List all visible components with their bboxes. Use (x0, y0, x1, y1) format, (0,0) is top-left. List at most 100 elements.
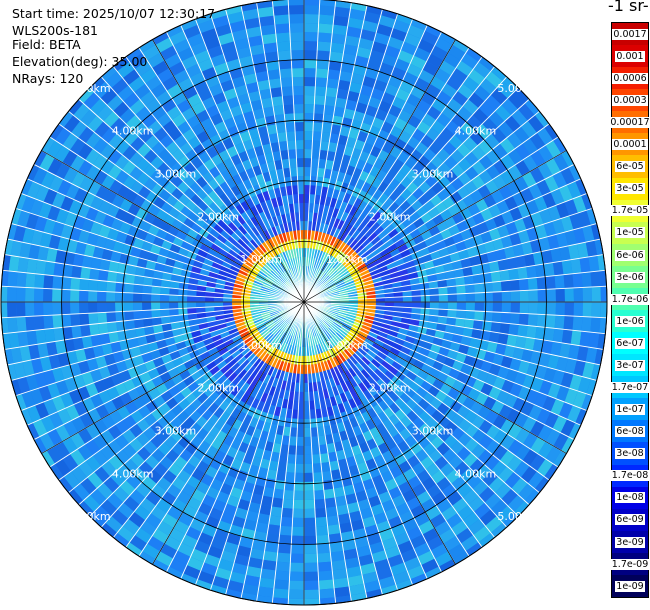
ppi-cell (37, 342, 49, 359)
ppi-cell (355, 490, 368, 502)
ppi-cell (354, 350, 365, 360)
ppi-cell (265, 333, 274, 343)
ppi-cell (129, 489, 146, 505)
ppi-cell (573, 302, 583, 317)
ppi-cell (553, 432, 569, 451)
ppi-cell (388, 413, 401, 426)
ppi-cell (19, 242, 32, 259)
ppi-cell (467, 387, 481, 401)
ppi-cell (528, 404, 543, 421)
ppi-cell (199, 351, 211, 361)
ppi-cell (161, 323, 172, 332)
ppi-cell (474, 310, 484, 321)
ppi-cell (149, 349, 162, 361)
ppi-cell (242, 453, 254, 465)
ppi-cell (259, 309, 270, 314)
ppi-cell (466, 473, 483, 490)
ppi-cell (269, 289, 279, 294)
ppi-cell (369, 346, 380, 355)
colorbar-unit-title: -1 sr- (608, 0, 649, 15)
ppi-cell (110, 372, 124, 387)
ppi-cell (25, 287, 35, 302)
ppi-cell (25, 374, 39, 391)
ppi-cell (483, 282, 493, 293)
ppi-cell (272, 588, 289, 599)
ppi-cell (353, 385, 363, 396)
ppi-cell (333, 345, 342, 355)
ppi-cell (97, 291, 107, 302)
ppi-cell (266, 432, 276, 443)
ppi-cell (344, 335, 353, 345)
ppi-cell (317, 32, 333, 43)
ppi-cell (61, 289, 71, 302)
ppi-cell (28, 344, 40, 361)
ppi-cell (335, 354, 344, 365)
ppi-cell (55, 208, 69, 225)
nrays-label: NRays: 120 (12, 71, 84, 86)
ppi-cell (544, 463, 559, 481)
ppi-cell (356, 333, 367, 342)
ppi-cell (281, 322, 289, 332)
ppi-cell (205, 306, 215, 313)
ppi-cell (283, 313, 291, 321)
ppi-cell (189, 518, 206, 533)
ppi-cell (116, 464, 133, 481)
ppi-cell (271, 314, 281, 320)
ppi-cell (336, 384, 345, 395)
ppi-cell (130, 346, 142, 358)
ppi-cell (366, 302, 376, 306)
ppi-cell (327, 451, 338, 463)
ppi-cell (369, 541, 385, 555)
ppi-cell (219, 482, 234, 496)
ppi-cell (366, 375, 377, 386)
ppi-cell (358, 554, 374, 567)
ppi-cell (446, 317, 457, 326)
ppi-cell (298, 400, 304, 410)
ppi-cell (25, 302, 35, 317)
ppi-cell (211, 261, 222, 270)
ppi-cell (289, 571, 304, 581)
ppi-cell (270, 87, 283, 98)
ppi-cell (212, 575, 230, 589)
ppi-cell (57, 408, 72, 425)
ppi-cell (312, 463, 322, 473)
ppi-cell (526, 265, 537, 279)
ppi-cell (100, 429, 115, 445)
ppi-cell (205, 291, 215, 298)
ppi-cell (333, 441, 344, 452)
ppi-cell (278, 351, 285, 361)
ppi-cell (202, 420, 215, 434)
ppi-cell (199, 381, 211, 393)
ppi-cell (151, 286, 161, 295)
ppi-cell (329, 51, 344, 62)
ppi-cell (142, 293, 152, 302)
colorbar-tick-label: 0.0017 (612, 28, 648, 40)
ppi-cell (304, 23, 319, 33)
ppi-cell (387, 515, 403, 529)
ppi-cell (233, 338, 244, 347)
ppi-cell (545, 275, 556, 290)
ppi-cell (287, 315, 294, 324)
ppi-cell (377, 411, 389, 423)
ppi-cell (234, 318, 245, 325)
ppi-cell (255, 475, 267, 487)
ppi-cell (564, 358, 577, 375)
ppi-cell (126, 328, 137, 340)
ppi-cell (441, 505, 458, 521)
ppi-cell (143, 440, 158, 455)
ppi-cell (111, 395, 125, 410)
ppi-cell (377, 331, 389, 339)
ppi-cell (315, 344, 321, 355)
ppi-cell (7, 270, 18, 287)
ppi-cell (49, 463, 64, 481)
ppi-cell (377, 462, 390, 475)
ppi-cell (263, 318, 273, 325)
ppi-cell (223, 503, 238, 516)
range-label: 1.00km (240, 339, 282, 352)
ppi-cell (107, 424, 122, 440)
ppi-cell (329, 326, 338, 334)
ppi-cell (70, 277, 81, 291)
ppi-cell (151, 483, 167, 499)
ppi-cell (220, 364, 231, 375)
ppi-cell (196, 302, 206, 308)
